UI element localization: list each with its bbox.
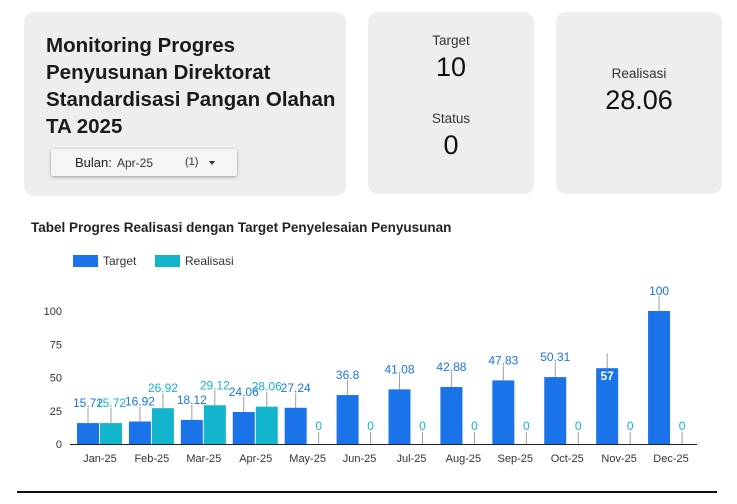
bar-target [336, 395, 359, 444]
bar-target [388, 389, 411, 444]
bar-realisasi [151, 408, 174, 444]
bar-target [180, 419, 203, 444]
target-label: Target [432, 33, 470, 48]
data-label-realisasi: 0 [523, 419, 530, 433]
bar-target [284, 407, 307, 444]
y-tick-label: 25 [50, 406, 62, 418]
bar-realisasi [255, 406, 278, 444]
realisasi-scorecard: Realisasi 28.06 [556, 12, 722, 194]
status-value: 0 [443, 130, 459, 160]
bar-target [128, 421, 151, 444]
data-label-realisasi: 15.72 [96, 396, 126, 410]
x-tick-label: Oct-25 [551, 453, 584, 465]
data-label-realisasi: 28.06 [252, 380, 282, 394]
data-label-realisasi: 0 [575, 419, 582, 433]
data-label-realisasi: 0 [367, 419, 374, 433]
y-tick-label: 75 [50, 339, 62, 351]
bar-target [648, 311, 671, 444]
bar-realisasi [100, 423, 122, 444]
data-label-target: 36.8 [336, 368, 360, 382]
data-label-target: 24.06 [229, 385, 259, 399]
bar-target [440, 386, 463, 444]
x-tick-label: Jun-25 [343, 453, 377, 465]
data-label-target: 47.83 [488, 353, 518, 367]
y-tick-label: 50 [50, 373, 62, 385]
data-label-target: 18.12 [177, 393, 207, 407]
y-tick-label: 100 [44, 306, 62, 318]
data-label-target: 100 [649, 284, 669, 298]
target-value: 10 [435, 52, 467, 82]
data-label-target: 42.88 [436, 360, 466, 374]
data-label-realisasi: 0 [679, 419, 686, 433]
month-filter-dropdown[interactable]: Bulan: Apr-25 (1) [51, 149, 237, 176]
x-tick-label: Aug-25 [446, 453, 481, 465]
x-tick-label: Feb-25 [134, 453, 169, 465]
data-label-target: 41.08 [384, 362, 414, 376]
legend-swatch-target [73, 255, 98, 267]
x-tick-label: Mar-25 [186, 453, 221, 465]
bar-realisasi [203, 405, 226, 444]
data-label-realisasi: 0 [471, 419, 478, 433]
data-label-target: 50.31 [540, 350, 570, 364]
status-label: Status [431, 111, 471, 126]
filter-value: Apr-25 [117, 156, 154, 170]
data-label-realisasi: 29.12 [200, 378, 230, 392]
divider [17, 491, 717, 493]
title-card: Monitoring Progres Penyusunan Direktorat… [24, 12, 346, 196]
x-tick-label: Jul-25 [396, 453, 426, 465]
data-label-realisasi: 0 [627, 419, 634, 433]
data-label-target: 57 [600, 369, 614, 383]
data-label-realisasi: 26.92 [148, 381, 178, 395]
bar-target [544, 377, 567, 444]
data-label-realisasi: 0 [419, 419, 426, 433]
data-label-target: 15.72 [73, 396, 103, 410]
bar-target [492, 380, 515, 444]
x-tick-label: Sep-25 [498, 453, 533, 465]
filter-count: (1) [185, 156, 199, 168]
data-label-target: 27.24 [281, 381, 311, 395]
legend-swatch-realisasi [155, 255, 180, 267]
bar-target [596, 368, 619, 444]
x-tick-label: Dec-25 [653, 453, 688, 465]
legend-label-target: Target [103, 254, 137, 268]
x-tick-label: May-25 [289, 453, 326, 465]
chart-title: Tabel Progres Realisasi dengan Target Pe… [31, 220, 452, 235]
filter-label: Bulan: [75, 155, 112, 170]
caret-down-icon[interactable] [209, 161, 215, 165]
realisasi-label: Realisasi [611, 66, 667, 81]
target-scorecard: Target 10 Status 0 [368, 12, 534, 194]
legend-label-realisasi: Realisasi [185, 254, 234, 268]
realisasi-value: 28.06 [605, 85, 673, 115]
x-tick-label: Jan-25 [83, 453, 117, 465]
x-tick-label: Apr-25 [239, 453, 272, 465]
x-tick-label: Nov-25 [601, 453, 636, 465]
bar-target [232, 412, 255, 444]
y-tick-label: 0 [56, 439, 62, 451]
data-label-realisasi: 0 [315, 419, 322, 433]
page-title: Monitoring Progres Penyusunan Direktorat… [46, 34, 336, 138]
bar-target [77, 423, 99, 444]
data-label-target: 16.92 [125, 394, 155, 408]
